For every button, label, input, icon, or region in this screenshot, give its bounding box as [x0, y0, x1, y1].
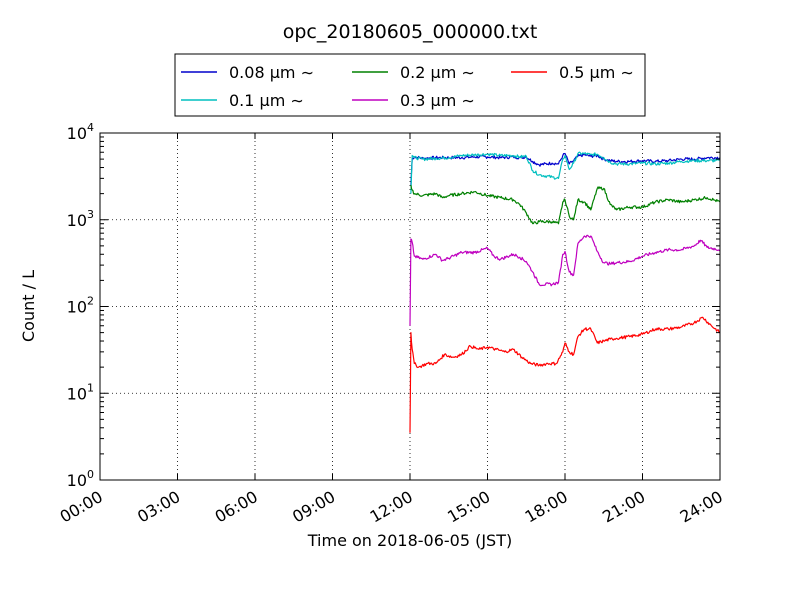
legend-label: 0.2 μm ∼	[400, 63, 475, 82]
series-layer	[409, 151, 721, 433]
series-line	[409, 234, 721, 326]
series-line	[410, 151, 721, 194]
x-tick-label: 00:00	[57, 487, 106, 527]
grid-lines	[100, 133, 720, 480]
y-tick-labels: 100 101 102 103 104	[67, 121, 94, 490]
legend-label: 0.08 μm ∼	[229, 63, 314, 82]
x-tick-label: 18:00	[522, 487, 571, 527]
legend: 0.08 μm ∼ 0.1 μm ∼ 0.2 μm ∼ 0.3 μm ∼ 0.5 μm …	[174, 53, 646, 117]
x-tick-label: 09:00	[289, 487, 338, 527]
x-tick-label: 24:00	[677, 487, 726, 527]
x-tick-label: 12:00	[367, 487, 416, 527]
series-line	[409, 316, 721, 433]
x-axis-label: Time on 2018-06-05 (JST)	[307, 531, 512, 550]
legend-label: 0.1 μm ∼	[229, 91, 304, 110]
axis-ticks	[99, 132, 721, 481]
y-axis-label: Count / L	[19, 270, 38, 342]
y-tick-label: 100	[67, 468, 94, 490]
x-tick-label: 03:00	[134, 487, 183, 527]
y-tick-label: 103	[67, 208, 94, 230]
x-tick-label: 06:00	[212, 487, 261, 527]
x-tick-label: 21:00	[599, 487, 648, 527]
series-line	[410, 185, 721, 225]
legend-label: 0.5 μm ∼	[559, 63, 634, 82]
y-tick-label: 102	[67, 295, 94, 317]
y-tick-label: 104	[67, 121, 94, 143]
x-tick-label: 15:00	[444, 487, 493, 527]
legend-label: 0.3 μm ∼	[400, 91, 475, 110]
chart-title: opc_20180605_000000.txt	[283, 21, 538, 43]
legend-box	[174, 53, 646, 117]
series-line	[410, 152, 721, 186]
x-tick-labels: 00:00 03:00 06:00 09:00 12:00 15:00 18:00 21:00…	[57, 487, 726, 527]
y-tick-label: 101	[67, 381, 94, 403]
